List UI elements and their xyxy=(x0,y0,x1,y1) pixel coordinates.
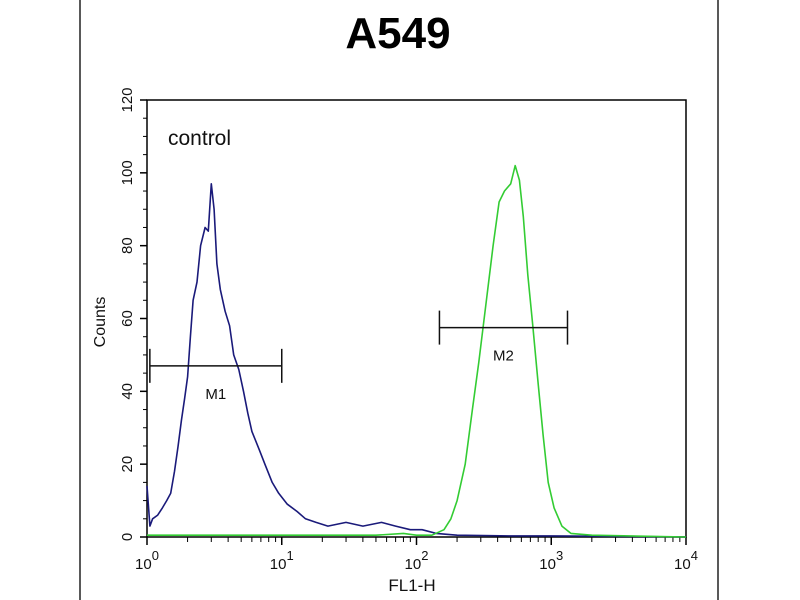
marker-label-M2: M2 xyxy=(493,348,514,365)
chart-title: A549 xyxy=(345,9,450,58)
x-tick-label: 102 xyxy=(405,548,429,573)
x-tick-label: 100 xyxy=(135,548,159,573)
x-tick-label: 103 xyxy=(539,548,563,573)
y-tick-label: 120 xyxy=(119,87,136,112)
marker-label-M1: M1 xyxy=(205,386,226,403)
y-tick-label: 100 xyxy=(119,160,136,185)
y-axis-label: Counts xyxy=(92,297,109,348)
x-tick-label: 104 xyxy=(674,548,698,573)
x-axis-label: FL1-H xyxy=(388,576,435,595)
x-tick-label: 101 xyxy=(270,548,294,573)
histogram-series-1 xyxy=(146,183,687,538)
y-tick-label: 0 xyxy=(119,533,136,541)
y-tick-label: 60 xyxy=(119,310,136,327)
y-tick-label: 40 xyxy=(119,383,136,400)
histogram-series-2 xyxy=(147,164,687,538)
y-tick-label: 80 xyxy=(119,237,136,254)
annotation-control: control xyxy=(168,127,231,150)
y-tick-label: 20 xyxy=(119,456,136,473)
